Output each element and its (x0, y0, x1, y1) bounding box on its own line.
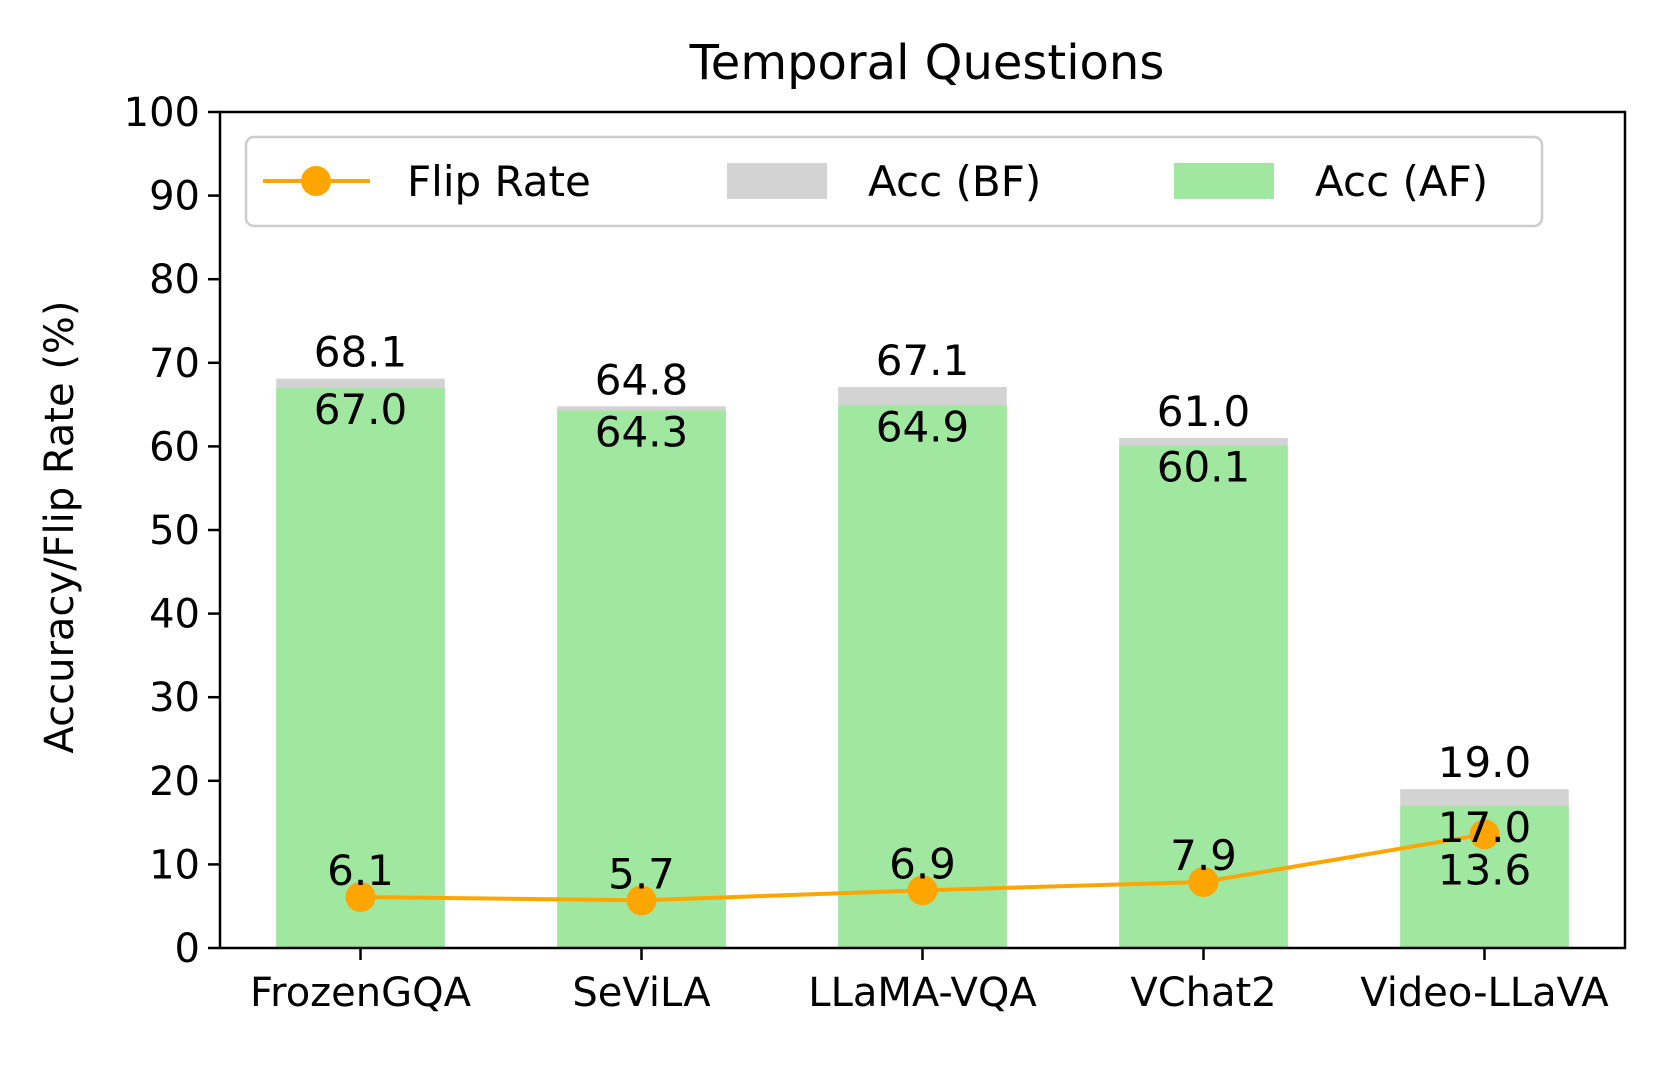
label-acc-bf-0: 68.1 (314, 328, 408, 377)
y-tick-label: 60 (149, 424, 200, 470)
label-flip-rate-4: 13.6 (1438, 845, 1532, 894)
label-acc-af-1: 64.3 (595, 407, 689, 456)
x-tick-label: VChat2 (1130, 970, 1276, 1016)
y-tick-label: 40 (149, 592, 200, 638)
label-flip-rate-1: 5.7 (608, 849, 675, 898)
legend-flip-rate-marker (301, 166, 331, 196)
y-tick-label: 70 (149, 341, 200, 387)
label-flip-rate-3: 7.9 (1170, 831, 1237, 880)
label-acc-bf-1: 64.8 (595, 355, 689, 404)
legend-acc-bf-swatch (727, 163, 827, 199)
label-acc-bf-4: 19.0 (1438, 738, 1532, 787)
legend-box (244, 135, 1544, 228)
x-tick-label: SeViLA (572, 970, 711, 1016)
label-acc-af-0: 67.0 (314, 385, 408, 434)
y-tick-label: 10 (149, 842, 200, 888)
label-acc-bf-3: 61.0 (1157, 387, 1251, 436)
x-tick-label: LLaMA-VQA (808, 970, 1037, 1016)
y-tick-label: 30 (149, 675, 200, 721)
label-flip-rate-2: 6.9 (889, 839, 956, 888)
x-tick-label: Video-LLaVA (1360, 970, 1609, 1016)
y-tick-label: 80 (149, 257, 200, 303)
label-flip-rate-0: 6.1 (327, 846, 394, 895)
flip-rate-point-3 (1188, 866, 1219, 897)
y-tick-label: 90 (149, 174, 200, 220)
bar-acc-af-1 (557, 410, 726, 948)
y-tick-label: 20 (149, 759, 200, 805)
legend-flip-rate-label: Flip Rate (407, 157, 591, 206)
flip-rate-point-0 (345, 882, 376, 913)
y-tick-label: 0 (175, 926, 200, 972)
flip-rate-point-4 (1469, 819, 1500, 850)
legend-acc-af-label: Acc (AF) (1315, 157, 1488, 206)
y-tick-label: 100 (124, 90, 200, 136)
bar-acc-af-0 (276, 387, 445, 948)
bar-acc-af-2 (838, 405, 1007, 948)
flip-rate-point-2 (907, 875, 938, 906)
flip-rate-point-1 (626, 885, 657, 916)
y-tick-label: 50 (149, 508, 200, 554)
label-acc-bf-2: 67.1 (876, 336, 970, 385)
label-acc-af-4: 17.0 (1438, 803, 1532, 852)
label-acc-af-2: 64.9 (876, 402, 970, 451)
y-axis-title: Accuracy/Flip Rate (%) (37, 300, 83, 753)
bar-acc-af-3 (1119, 445, 1288, 948)
legend-acc-af-swatch (1174, 163, 1274, 199)
label-acc-af-3: 60.1 (1157, 443, 1251, 492)
chart-title: Temporal Questions (689, 35, 1165, 91)
x-tick-label: FrozenGQA (250, 970, 472, 1016)
legend-acc-bf-label: Acc (BF) (868, 157, 1041, 206)
